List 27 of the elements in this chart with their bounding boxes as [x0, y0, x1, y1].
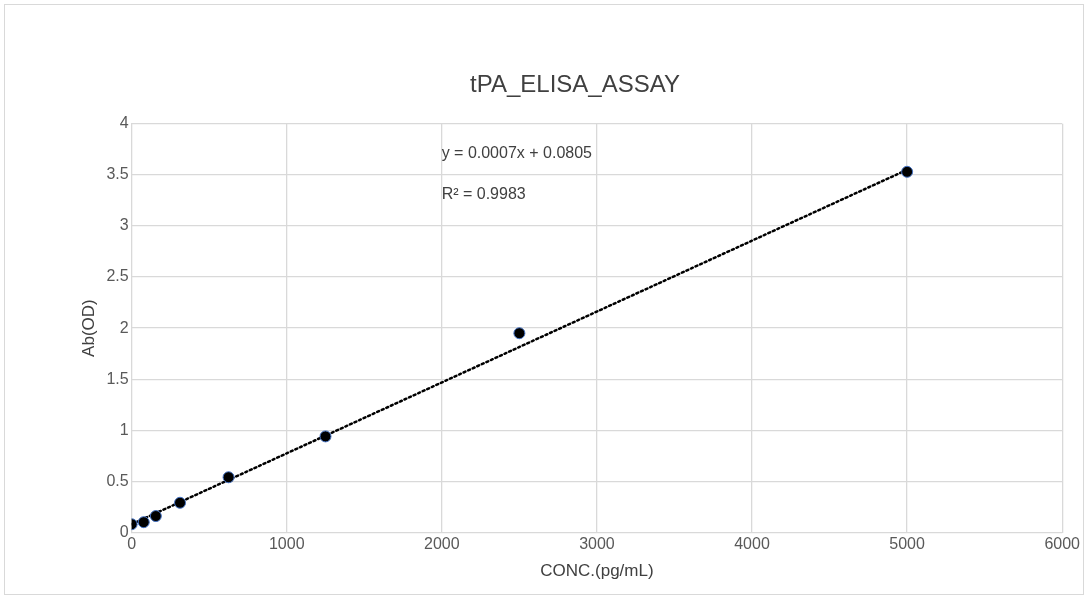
- x-tick-label: 4000: [734, 535, 770, 553]
- x-tick-label: 5000: [889, 535, 926, 553]
- point: [222, 471, 235, 484]
- x-tick-label: 1000: [268, 535, 305, 553]
- y-tick-label: 3.5: [106, 165, 129, 183]
- point: [513, 327, 526, 340]
- y-tick-label: 3: [119, 216, 129, 234]
- point: [174, 496, 187, 509]
- y-tick-label: 0: [119, 522, 129, 540]
- x-tick-label: 2000: [424, 535, 460, 553]
- chart-title: tPA_ELISA_ASSAY: [470, 70, 680, 98]
- y-tick-label: 1: [119, 420, 129, 438]
- point: [901, 165, 914, 178]
- y-tick-label: 0.5: [106, 471, 129, 489]
- point: [319, 430, 332, 443]
- x-tick-label: 3000: [579, 535, 615, 553]
- annotation: R² = 0.9983: [441, 185, 526, 203]
- annotation: y = 0.0007x + 0.0805: [441, 144, 593, 162]
- y-axis-title: Ab(OD): [78, 299, 98, 357]
- point: [137, 516, 150, 529]
- x-axis-title: CONC.(pg/mL): [540, 561, 654, 581]
- x-tick-label: 6000: [1044, 535, 1081, 553]
- y-tick-label: 2.5: [106, 267, 129, 285]
- point: [149, 510, 162, 523]
- y-tick-label: 2: [119, 318, 129, 336]
- y-tick-label: 4: [119, 114, 129, 132]
- y-tick-label: 1.5: [106, 369, 129, 387]
